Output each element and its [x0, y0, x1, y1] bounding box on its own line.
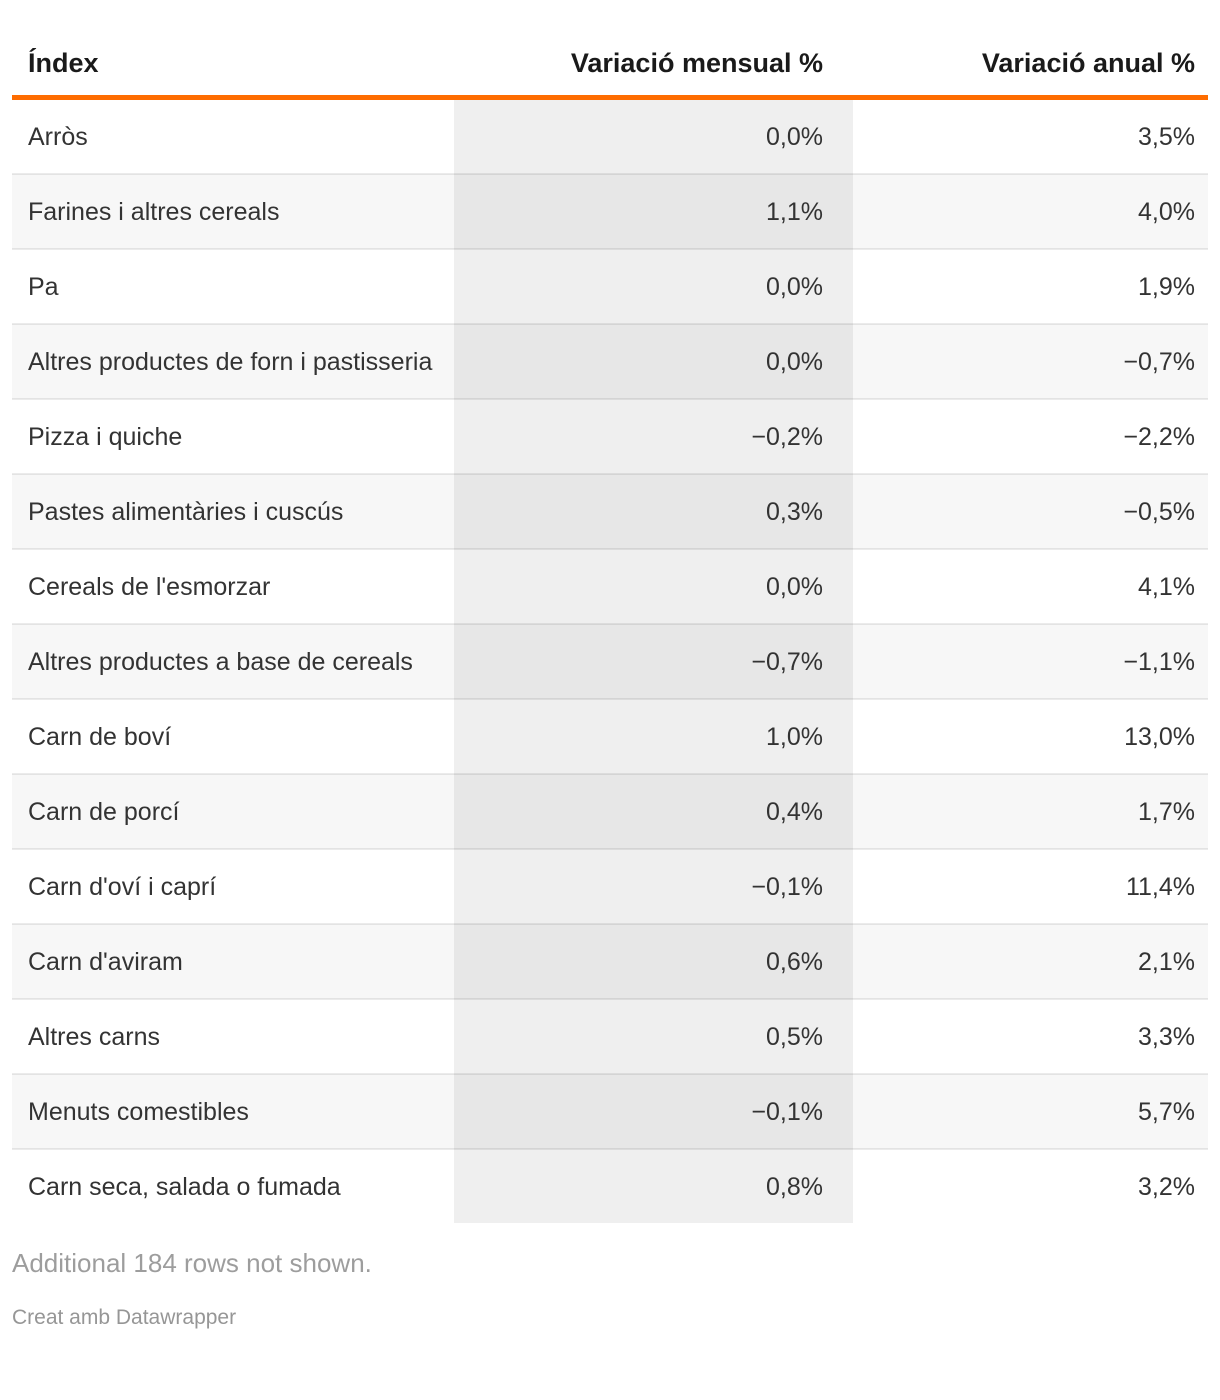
cell-annual: 1,7%	[853, 773, 1208, 849]
cell-annual: −0,7%	[853, 323, 1208, 399]
cell-monthly: −0,1%	[454, 1073, 853, 1149]
table-row: Pa 0,0% 1,9%	[12, 248, 1208, 324]
cell-monthly: 0,8%	[454, 1148, 853, 1223]
cell-index: Pastes alimentàries i cuscús	[12, 473, 454, 549]
table-row: Altres carns 0,5% 3,3%	[12, 998, 1208, 1074]
cell-annual: −1,1%	[853, 623, 1208, 699]
cell-monthly: −0,2%	[454, 398, 853, 474]
cell-annual: 3,3%	[853, 998, 1208, 1074]
cell-annual: 4,1%	[853, 548, 1208, 624]
header-row: Índex Variació mensual % Variació anual …	[12, 0, 1208, 100]
column-header-annual-variation: Variació anual %	[853, 0, 1208, 100]
cell-monthly: 0,0%	[454, 248, 853, 324]
cell-annual: −2,2%	[853, 398, 1208, 474]
cell-monthly: 0,3%	[454, 473, 853, 549]
table-row: Pizza i quiche −0,2% −2,2%	[12, 398, 1208, 474]
table-row: Pastes alimentàries i cuscús 0,3% −0,5%	[12, 473, 1208, 549]
table-row: Carn d'aviram 0,6% 2,1%	[12, 923, 1208, 999]
data-table: Índex Variació mensual % Variació anual …	[12, 0, 1208, 1223]
cell-index: Altres productes de forn i pastisseria	[12, 323, 454, 399]
cell-index: Carn d'aviram	[12, 923, 454, 999]
cell-annual: 13,0%	[853, 698, 1208, 774]
cell-monthly: 1,1%	[454, 173, 853, 249]
cell-index: Cereals de l'esmorzar	[12, 548, 454, 624]
column-header-monthly-variation: Variació mensual %	[454, 0, 853, 100]
cell-annual: 11,4%	[853, 848, 1208, 924]
cell-index: Arròs	[28, 123, 88, 151]
table-row: Cereals de l'esmorzar 0,0% 4,1%	[12, 548, 1208, 624]
cell-monthly: 0,5%	[454, 998, 853, 1074]
cell-annual: 2,1%	[853, 923, 1208, 999]
cell-annual: 3,2%	[853, 1148, 1208, 1223]
cell-annual: 3,5%	[1138, 123, 1195, 151]
table-row: Carn seca, salada o fumada 0,8% 3,2%	[12, 1148, 1208, 1223]
table-row: Arròs 0,0% 3,5%	[12, 97, 1208, 174]
cell-index: Pa	[12, 248, 454, 324]
cell-annual: 5,7%	[853, 1073, 1208, 1149]
cell-index: Pizza i quiche	[12, 398, 454, 474]
table-row: Farines i altres cereals 1,1% 4,0%	[12, 173, 1208, 249]
table-body: Arròs 0,0% 3,5% Farines i altres cereals 1,1…	[12, 97, 1208, 1223]
cell-index: Carn de boví	[12, 698, 454, 774]
table-row: Altres productes a base de cereals −0,7% −…	[12, 623, 1208, 699]
cell-monthly: 0,0%	[454, 97, 853, 174]
cell-index: Altres carns	[12, 998, 454, 1074]
column-header-index: Índex	[12, 0, 454, 100]
cell-index: Menuts comestibles	[12, 1073, 454, 1149]
cell-monthly: 0,6%	[454, 923, 853, 999]
table-row: Menuts comestibles −0,1% 5,7%	[12, 1073, 1208, 1149]
cell-annual: 4,0%	[853, 173, 1208, 249]
datawrapper-table: Índex Variació mensual % Variació anual …	[12, 0, 1208, 1329]
cell-index: Carn seca, salada o fumada	[12, 1148, 454, 1223]
datawrapper-attribution-link[interactable]: Creat amb Datawrapper	[12, 1306, 237, 1329]
table-row: Carn de porcí 0,4% 1,7%	[12, 773, 1208, 849]
cell-annual: 1,9%	[853, 248, 1208, 324]
cell-annual: −0,5%	[853, 473, 1208, 549]
cell-index: Carn de porcí	[12, 773, 454, 849]
cell-monthly: 0,0%	[454, 548, 853, 624]
cell-monthly: 1,0%	[454, 698, 853, 774]
cell-monthly: 0,0%	[454, 323, 853, 399]
cell-monthly: −0,7%	[454, 623, 853, 699]
cell-index: Farines i altres cereals	[12, 173, 454, 249]
cell-index: Altres productes a base de cereals	[12, 623, 454, 699]
table-row: Altres productes de forn i pastisseria 0,…	[12, 323, 1208, 399]
table-row: Carn de boví 1,0% 13,0%	[12, 698, 1208, 774]
cell-index: Carn d'oví i caprí	[12, 848, 454, 924]
cell-monthly: 0,4%	[454, 773, 853, 849]
additional-rows-note: Additional 184 rows not shown.	[12, 1248, 372, 1278]
table-row: Carn d'oví i caprí −0,1% 11,4%	[12, 848, 1208, 924]
cell-monthly: −0,1%	[454, 848, 853, 924]
